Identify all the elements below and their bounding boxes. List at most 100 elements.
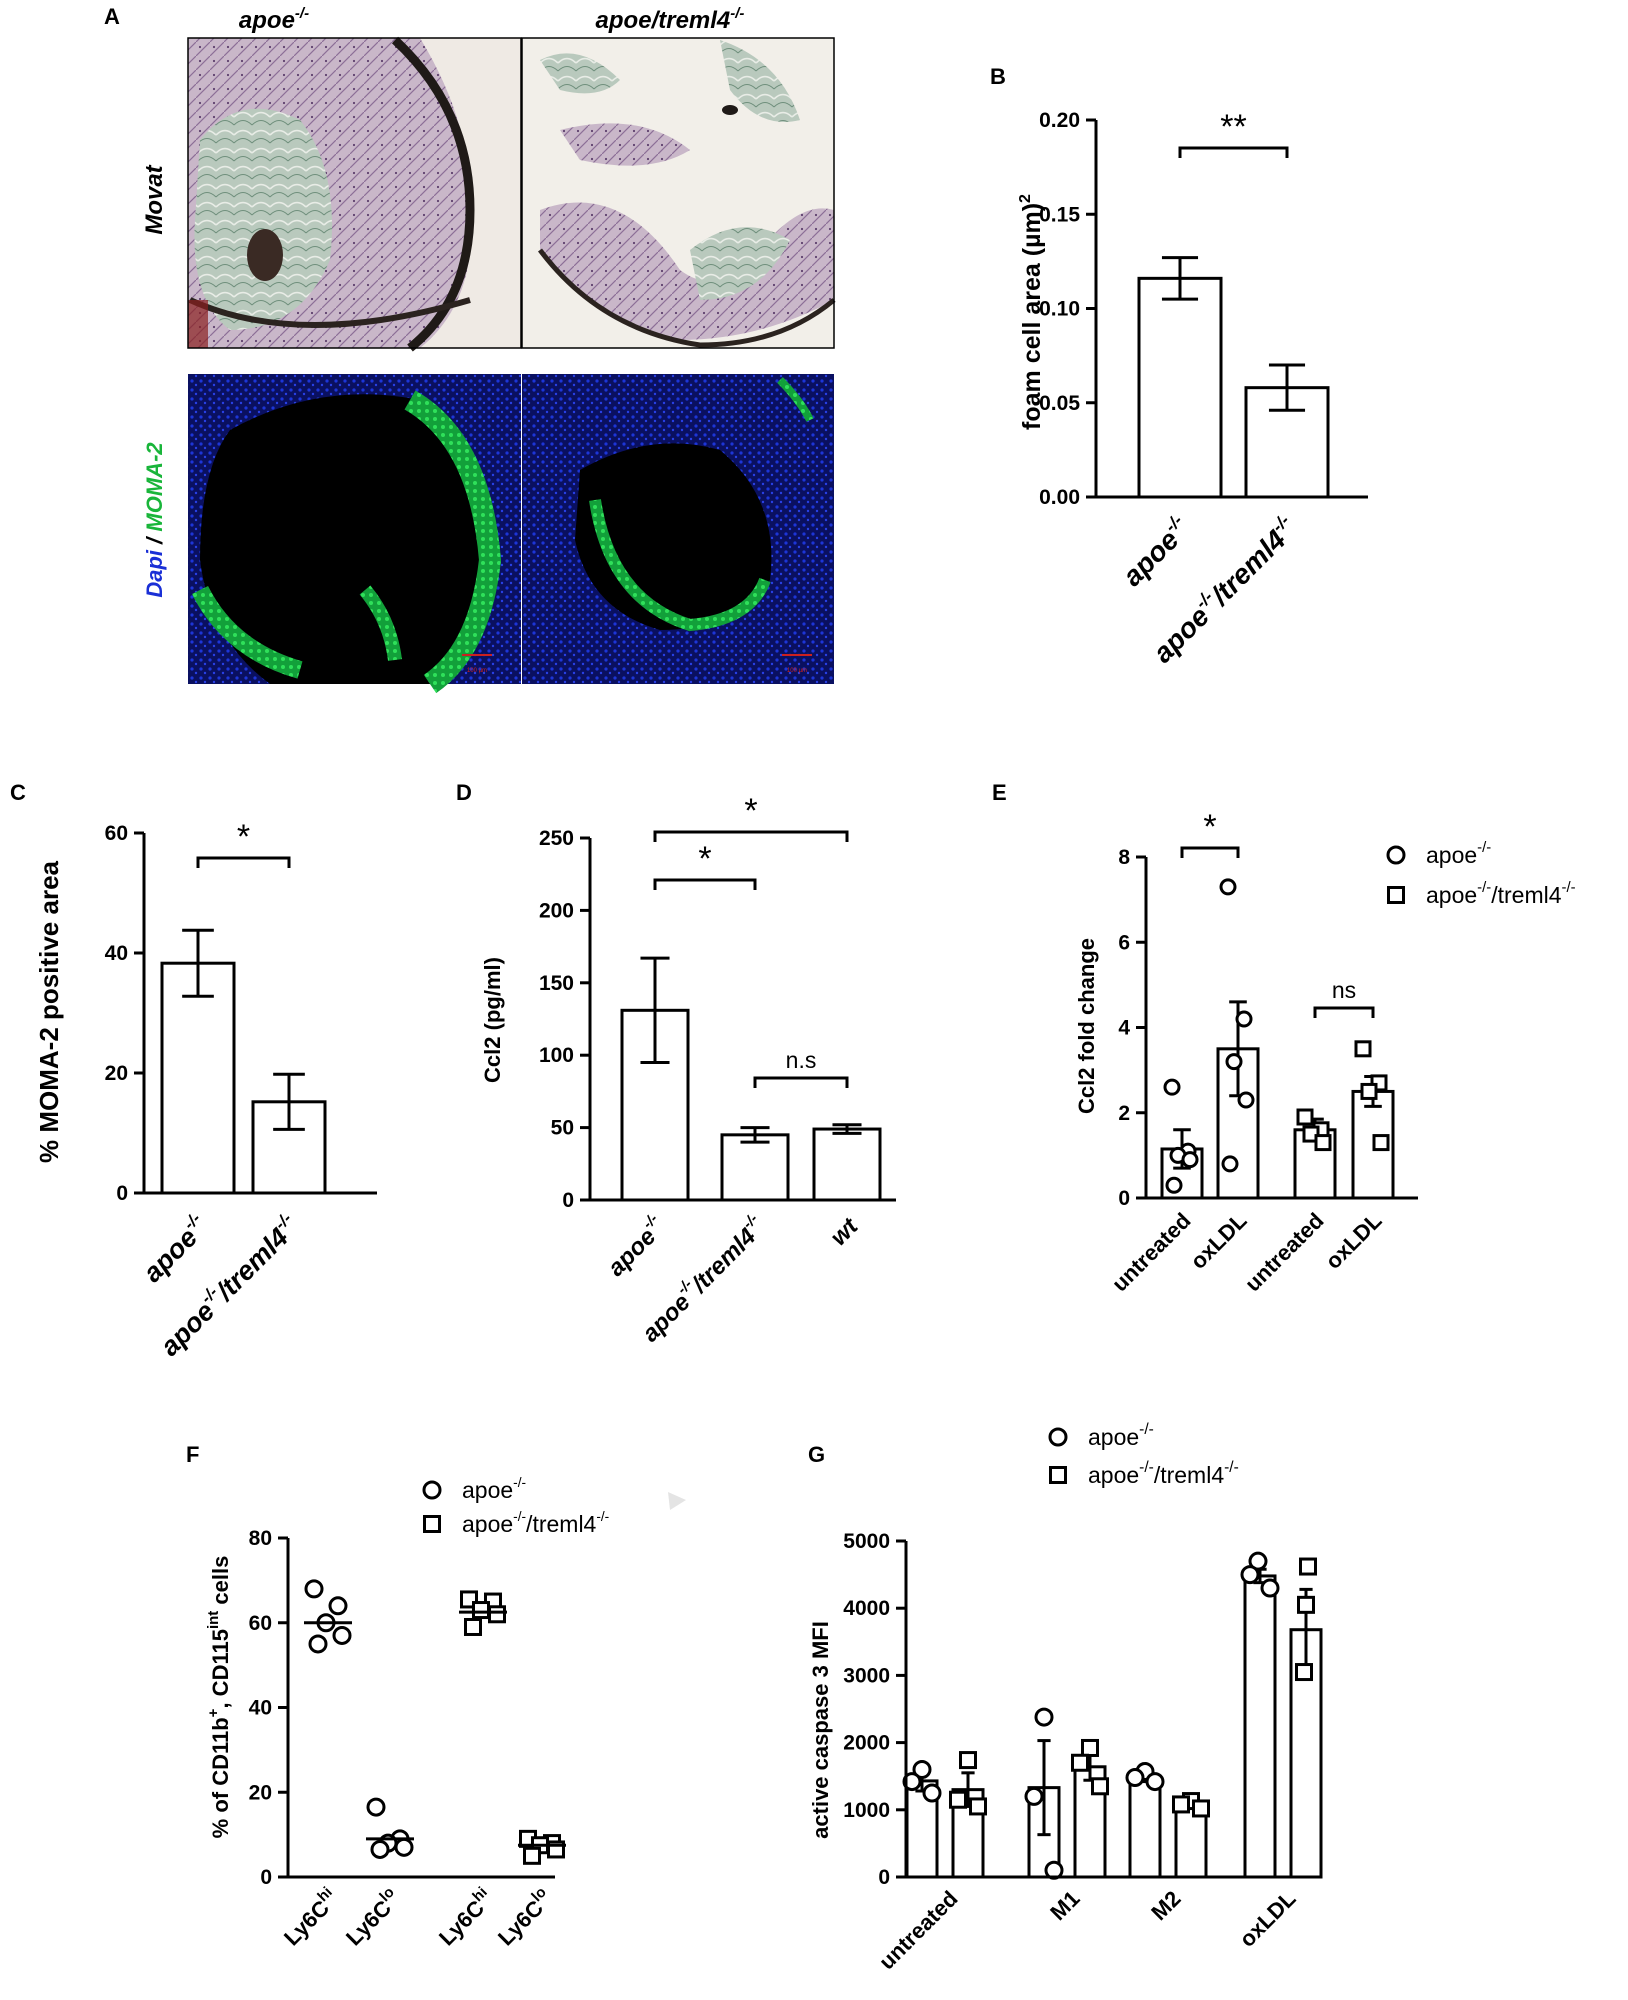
- d-error-bar: [640, 956, 670, 1064]
- f-legend-point-square: [423, 1515, 441, 1533]
- e-ytick-label: 0: [1118, 1187, 1130, 1210]
- d-significance-label: *: [744, 792, 757, 830]
- e-ytick-label: 8: [1118, 846, 1130, 869]
- g-point-circle: [1125, 1768, 1145, 1788]
- b-ytick-label: 0.10: [1039, 298, 1080, 321]
- b-bar: [1137, 276, 1223, 499]
- g-category-label: M2: [1146, 1886, 1185, 1925]
- d-category-label: apoe-/-: [600, 1211, 671, 1282]
- panel-label-c: C: [10, 780, 26, 805]
- movat-image-apoe: [187, 36, 522, 352]
- movat-image-treml4: [521, 37, 836, 349]
- f-point-circle: [308, 1634, 328, 1654]
- d-significance: *: [653, 840, 757, 890]
- f-legend-label: apoe-/-/treml4-/-: [462, 1509, 609, 1537]
- c-ytick-label: 60: [105, 822, 128, 845]
- e-point-circle: [1237, 1091, 1255, 1109]
- d-bracket: [753, 1076, 849, 1088]
- d-ytick-label: 200: [539, 899, 574, 922]
- g-point-circle: [922, 1783, 942, 1803]
- e-point-square: [1360, 1082, 1378, 1100]
- c-error-bar: [273, 1072, 305, 1131]
- g-point-circle: [1145, 1772, 1165, 1792]
- g-error-bar: [1037, 1739, 1051, 1837]
- e-bracket: [1180, 846, 1240, 858]
- d-ytick-label: 0: [562, 1189, 574, 1212]
- g-point-circle: [1034, 1707, 1054, 1727]
- g-point-square: [1071, 1753, 1089, 1772]
- d-bar: [812, 1127, 882, 1202]
- e-category-label: oxLDL: [1185, 1208, 1251, 1274]
- e-legend-label: apoe-/-: [1426, 840, 1491, 868]
- f-category-label: Ly6Chi: [432, 1884, 499, 1951]
- c-category-label: apoe-/-: [135, 1209, 214, 1288]
- d-error-bar: [740, 1126, 770, 1144]
- e-significance-label: *: [1203, 808, 1216, 846]
- e-bracket: [1313, 1006, 1375, 1018]
- g-point-square: [1297, 1595, 1315, 1614]
- f-point-circle: [366, 1797, 386, 1817]
- g-category-label: M1: [1045, 1886, 1084, 1925]
- panel-c-ylabel: % MOMA-2 positive area: [34, 860, 64, 1163]
- c-significance: *: [196, 818, 291, 868]
- panel-label-b: B: [990, 64, 1006, 89]
- d-significance: n.s: [753, 1047, 849, 1088]
- f-point-square: [488, 1605, 506, 1624]
- b-bracket: [1178, 146, 1289, 158]
- svg-text:100 µm: 100 µm: [467, 668, 487, 674]
- d-bar: [720, 1133, 790, 1202]
- f-category-label: Ly6Chi: [277, 1884, 344, 1951]
- g-point-square: [969, 1797, 987, 1816]
- g-point-circle: [1024, 1786, 1044, 1806]
- f-point-square: [523, 1846, 541, 1865]
- e-point-square: [1354, 1040, 1372, 1058]
- svg-text:100 µm: 100 µm: [787, 668, 807, 674]
- panel-b-ylabel: foam cell area (µm)2: [1017, 194, 1046, 430]
- panel-a-row-label-stain: Dapi / MOMA-2: [142, 442, 167, 598]
- panel-f: F % of CD11b+, CD115int cells 020406080 …: [186, 1442, 609, 1950]
- f-point-square: [472, 1601, 490, 1620]
- panel-a-row-label-movat: Movat: [141, 164, 168, 234]
- d-ytick-label: 150: [539, 972, 574, 995]
- f-point-square: [464, 1617, 482, 1636]
- g-point-circle: [902, 1772, 922, 1792]
- panel-label-d: D: [456, 780, 472, 805]
- e-legend-point-square: [1387, 886, 1405, 904]
- f-ytick-label: 60: [249, 1612, 272, 1635]
- e-point-circle: [1219, 878, 1237, 896]
- b-error-bar: [1161, 256, 1199, 301]
- g-legend-label: apoe-/-: [1088, 1421, 1154, 1450]
- g-category-label: untreated: [874, 1886, 963, 1975]
- f-point-circle: [328, 1596, 348, 1616]
- e-point-square: [1296, 1108, 1314, 1126]
- e-ytick-label: 6: [1118, 931, 1130, 954]
- c-significance-label: *: [237, 818, 250, 856]
- b-error-bar: [1268, 363, 1306, 412]
- panel-c: C % MOMA-2 positive area 0 20 40 60 * apoe-…: [10, 780, 377, 1362]
- e-significance: *: [1180, 808, 1240, 858]
- panel-b: B foam cell area (µm)2 0.00 0.05 0.10 0.15 0…: [990, 64, 1368, 669]
- g-point-square: [1299, 1557, 1317, 1576]
- g-legend-label: apoe-/-/treml4-/-: [1088, 1459, 1239, 1488]
- e-point-circle: [1163, 1078, 1181, 1096]
- e-category-label: untreated: [1240, 1208, 1329, 1297]
- c-ytick-label: 0: [116, 1182, 128, 1205]
- fluorescence-image-apoe: 100 µm: [188, 374, 521, 694]
- panel-g: G active caspase 3 MFI 0 1000 2000 3000 4000…: [808, 1421, 1323, 1975]
- d-error-bar: [832, 1123, 862, 1135]
- panel-label-f: F: [186, 1442, 199, 1467]
- g-point-circle: [912, 1759, 932, 1779]
- g-ytick-label: 0: [878, 1866, 890, 1889]
- f-point-circle: [394, 1837, 414, 1857]
- g-ytick-label: 2000: [843, 1732, 890, 1755]
- c-ytick-label: 40: [105, 942, 128, 965]
- g-point-square: [959, 1751, 977, 1770]
- b-ytick-label: 0.20: [1039, 109, 1080, 132]
- panel-g-ylabel: active caspase 3 MFI: [808, 1621, 833, 1839]
- panel-e-ylabel: Ccl2 fold change: [1074, 938, 1099, 1114]
- g-ytick-label: 5000: [843, 1530, 890, 1553]
- panel-label-g: G: [808, 1442, 825, 1467]
- g-legend-point-circle: [1048, 1427, 1068, 1447]
- g-ytick-label: 3000: [843, 1664, 890, 1687]
